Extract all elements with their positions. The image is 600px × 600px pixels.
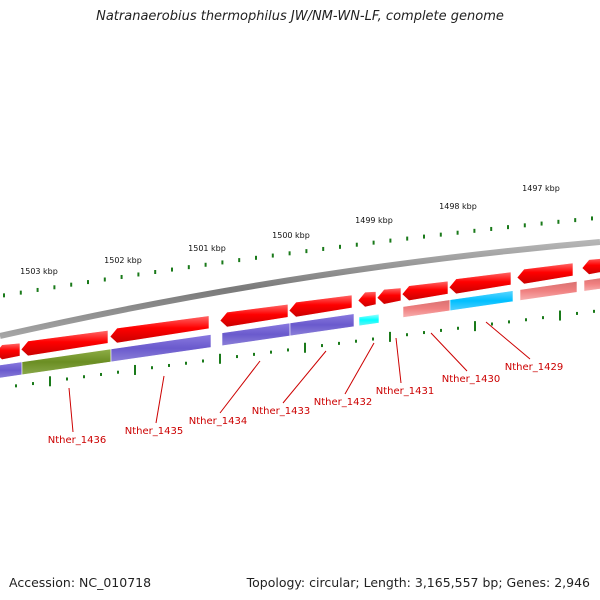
genome-backbone	[0, 239, 600, 339]
cog-band-purple	[110, 334, 212, 363]
ruler-label: 1501 kbp	[188, 244, 226, 253]
cds-forward-arrow	[20, 329, 109, 357]
ruler-label: 1502 kbp	[104, 256, 142, 265]
ruler-ticks	[3, 216, 593, 298]
gene-leader-line	[282, 350, 327, 404]
cds-forward-arrow	[516, 262, 574, 285]
gene-leader-line	[344, 342, 375, 395]
ruler-label: 1498 kbp	[439, 202, 477, 211]
gene-label[interactable]: Nther_1434	[189, 416, 247, 427]
gene-label[interactable]: Nther_1430	[442, 374, 500, 385]
cds-forward-arrow	[401, 280, 449, 302]
cds-forward-arrow	[219, 303, 289, 328]
gene-label[interactable]: Nther_1432	[314, 397, 372, 408]
gene-label[interactable]: Nther_1431	[376, 386, 434, 397]
gene-labels: Nther_1436 Nther_1435 Nther_1434 Nther_1433…	[48, 362, 563, 446]
ruler-labels: 1503 kbp 1502 kbp 1501 kbp 1500 kbp 1499 kbp…	[20, 184, 560, 276]
gene-tracks	[0, 258, 600, 379]
gene-label[interactable]: Nther_1435	[125, 426, 183, 437]
label-leaders	[68, 321, 531, 433]
inner-ticks	[15, 309, 595, 388]
map-title: Natranaerobius thermophilus JW/NM-WN-LF,…	[96, 9, 504, 24]
cog-band-cyan	[358, 313, 380, 327]
ruler-label: 1497 kbp	[522, 184, 560, 193]
cds-forward-arrow	[581, 258, 600, 275]
gene-label[interactable]: Nther_1436	[48, 435, 106, 446]
cog-band-pink	[519, 280, 578, 301]
cog-band-pink	[583, 277, 600, 292]
cds-forward-arrow	[288, 294, 353, 318]
gene-leader-line	[485, 321, 531, 360]
gene-leader-line	[219, 360, 261, 414]
gene-leader-line	[68, 387, 74, 433]
ruler-label: 1499 kbp	[355, 216, 393, 225]
gene-label[interactable]: Nther_1433	[252, 406, 310, 417]
genome-summary: Topology: circular; Length: 3,165,557 bp…	[246, 575, 590, 590]
cds-forward-arrow	[0, 342, 21, 361]
ruler-label: 1503 kbp	[20, 267, 58, 276]
gene-leader-line	[395, 337, 402, 384]
gene-leader-line	[430, 332, 468, 372]
cog-band-blue	[449, 290, 514, 312]
ruler-label: 1500 kbp	[272, 231, 310, 240]
gene-leader-line	[155, 375, 165, 424]
cds-forward-arrow	[109, 315, 210, 344]
cds-forward-arrow	[376, 287, 402, 305]
cog-band-purple	[0, 361, 23, 379]
cds-forward-arrow	[448, 271, 512, 295]
accession-text: Accession: NC_010718	[9, 575, 152, 590]
cog-band-purple	[289, 313, 355, 337]
cds-forward-arrow	[357, 291, 377, 308]
gene-label[interactable]: Nther_1429	[505, 362, 563, 373]
cog-band-pink	[402, 299, 451, 318]
